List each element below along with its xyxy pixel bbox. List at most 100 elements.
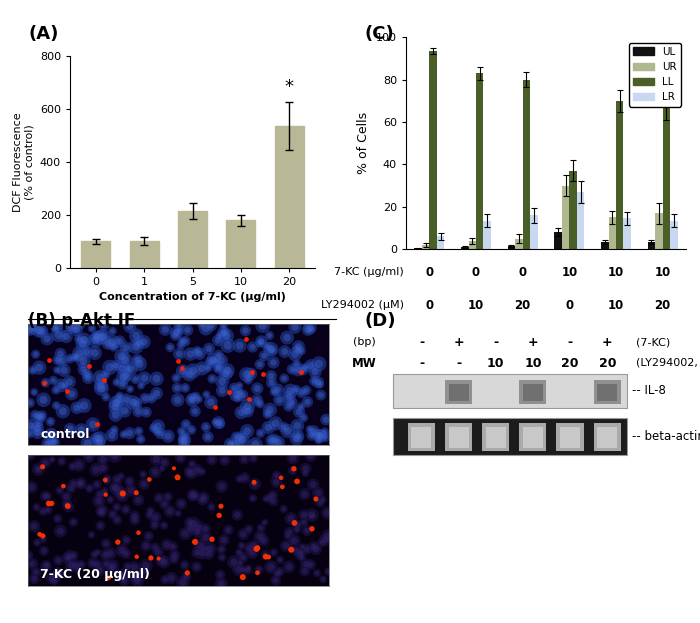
- Point: [33, 465, 44, 475]
- Point: [234, 341, 245, 351]
- Point: [91, 434, 102, 444]
- Bar: [577, 192, 584, 249]
- Point: [74, 460, 85, 470]
- Point: [130, 341, 141, 351]
- Point: [127, 397, 139, 407]
- Point: [76, 478, 87, 488]
- Point: [66, 560, 77, 570]
- Point: [312, 378, 323, 388]
- Point: [323, 566, 334, 576]
- Point: [187, 459, 198, 469]
- Point: [119, 406, 130, 416]
- Point: [94, 506, 106, 516]
- Point: [282, 531, 293, 541]
- Point: [218, 328, 229, 338]
- Point: [220, 368, 232, 378]
- Point: [174, 349, 185, 359]
- Point: [206, 321, 217, 331]
- Point: [183, 369, 195, 379]
- Point: [197, 495, 209, 505]
- Point: [215, 569, 226, 579]
- Point: [50, 385, 62, 395]
- Point: [169, 330, 181, 340]
- Point: [241, 402, 253, 412]
- Point: [97, 463, 108, 473]
- Point: [117, 379, 128, 389]
- Point: [291, 359, 302, 369]
- Point: [264, 493, 275, 503]
- Point: [298, 517, 309, 527]
- Point: [184, 467, 195, 477]
- Point: [58, 481, 69, 491]
- Point: [94, 434, 105, 444]
- Point: [206, 374, 218, 384]
- Point: [282, 531, 293, 541]
- Point: [216, 545, 227, 554]
- Point: [317, 495, 328, 505]
- Bar: [486, 427, 506, 449]
- Point: [81, 369, 92, 379]
- Bar: [414, 248, 422, 249]
- Point: [314, 431, 326, 441]
- Point: [243, 375, 254, 385]
- Point: [235, 432, 246, 442]
- Point: [71, 325, 82, 335]
- Bar: [393, 374, 627, 407]
- Point: [322, 508, 333, 518]
- Point: [319, 427, 330, 437]
- Point: [247, 342, 258, 352]
- Point: [251, 384, 262, 394]
- Point: [171, 328, 182, 338]
- Point: [133, 406, 144, 416]
- Bar: [608, 217, 616, 249]
- Point: [57, 356, 68, 366]
- Point: [106, 430, 118, 440]
- Point: [139, 479, 150, 489]
- Text: 7-KC (μg/ml): 7-KC (μg/ml): [334, 267, 404, 277]
- Point: [265, 405, 276, 415]
- Point: [266, 345, 277, 355]
- Point: [252, 543, 263, 553]
- Point: [241, 369, 252, 379]
- Point: [200, 422, 211, 432]
- Point: [247, 548, 258, 558]
- Point: [105, 548, 116, 558]
- Point: [87, 558, 98, 568]
- Point: [316, 538, 328, 548]
- Point: [133, 338, 144, 348]
- Point: [216, 482, 228, 492]
- Point: [207, 355, 218, 365]
- Text: 10: 10: [608, 265, 624, 278]
- Point: [301, 545, 312, 554]
- Point: [35, 413, 46, 423]
- Point: [213, 364, 224, 374]
- Point: [27, 323, 38, 333]
- Point: [139, 393, 150, 403]
- Point: [102, 473, 113, 483]
- Point: [134, 359, 145, 369]
- Point: [268, 497, 279, 506]
- Point: [281, 333, 293, 343]
- Point: [200, 533, 211, 543]
- Point: [150, 543, 161, 553]
- Point: [52, 355, 63, 365]
- Text: MW: MW: [352, 357, 377, 369]
- Point: [66, 560, 77, 570]
- Text: -: -: [568, 336, 573, 349]
- Point: [290, 350, 301, 359]
- Point: [169, 550, 180, 560]
- Point: [265, 562, 276, 572]
- Point: [32, 538, 43, 548]
- Point: [101, 559, 112, 569]
- Point: [293, 365, 304, 375]
- Point: [120, 343, 132, 353]
- Point: [102, 475, 113, 485]
- Point: [148, 423, 159, 433]
- Point: [50, 401, 62, 411]
- Bar: [515, 239, 523, 249]
- Text: 10: 10: [468, 298, 484, 312]
- Point: [68, 551, 79, 561]
- Point: [241, 426, 253, 436]
- Point: [180, 529, 191, 539]
- Point: [139, 337, 150, 347]
